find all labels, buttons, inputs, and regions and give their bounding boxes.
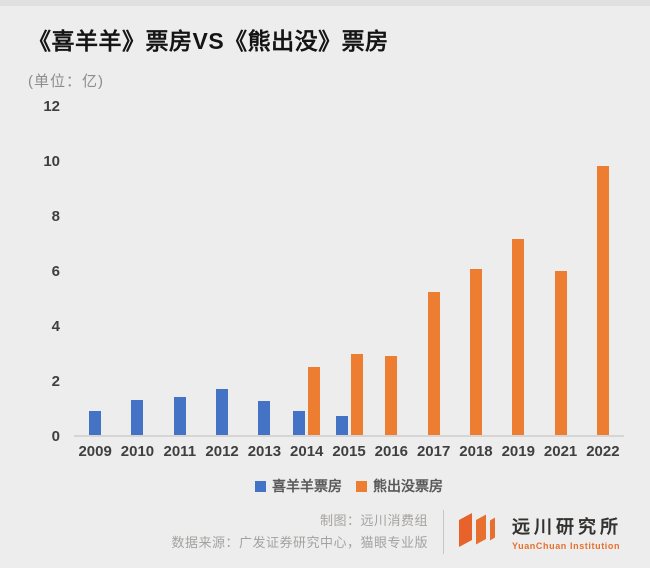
x-axis-labels: 2009 2010 2011 2012 2013 2014 2015 2016 2017 2018… bbox=[74, 443, 624, 460]
bar-group-2011 bbox=[159, 107, 201, 435]
infographic: 《喜羊羊》票房VS《熊出没》票房 (单位：亿) 0 2 4 6 8 10 12 2009 20… bbox=[0, 6, 650, 554]
bar-xiyangyang-2010 bbox=[131, 399, 144, 435]
bar-xiongchumo-2018 bbox=[469, 268, 482, 435]
unit-label: (单位：亿) bbox=[28, 73, 104, 90]
bar-xiongchumo-2016 bbox=[385, 355, 398, 435]
x-tick-2010: 2010 bbox=[120, 443, 155, 460]
bar-group-2012 bbox=[201, 107, 243, 435]
bar-group-2015 bbox=[328, 107, 370, 435]
x-tick-2015: 2015 bbox=[332, 443, 366, 460]
y-tick-2: 2 bbox=[51, 373, 60, 390]
bar-xiyangyang-2011 bbox=[173, 396, 186, 435]
y-axis: 0 2 4 6 8 10 12 bbox=[28, 98, 60, 445]
legend-item-xiyangyang: 喜羊羊票房 bbox=[255, 476, 342, 496]
bar-group-2018 bbox=[455, 107, 497, 435]
logo-en: YuanChuan Institution bbox=[512, 541, 621, 551]
x-tick-2009: 2009 bbox=[78, 443, 112, 460]
bar-xiyangyang-2012 bbox=[216, 389, 229, 435]
x-tick-2014: 2014 bbox=[290, 443, 324, 460]
plot-area bbox=[74, 107, 624, 437]
y-tick-6: 6 bbox=[51, 263, 60, 280]
bar-xiongchumo-2014 bbox=[308, 367, 321, 435]
x-tick-2018: 2018 bbox=[459, 443, 493, 460]
legend-swatch-xiyangyang bbox=[255, 480, 266, 492]
y-tick-8: 8 bbox=[51, 208, 60, 225]
bar-group-2017 bbox=[413, 107, 455, 435]
source-line: 数据来源：广发证券研究中心，猫眼专业版 bbox=[171, 535, 428, 550]
bar-xiyangyang-2013 bbox=[258, 400, 271, 435]
bar-group-2022 bbox=[582, 107, 624, 435]
bar-xiongchumo-2022 bbox=[596, 166, 609, 435]
bar-group-2021 bbox=[539, 107, 581, 435]
footer-credits: 制图：远川消费组 数据来源：广发证券研究中心，猫眼专业版 bbox=[171, 510, 428, 554]
y-tick-4: 4 bbox=[51, 318, 60, 335]
x-tick-2012: 2012 bbox=[205, 443, 239, 460]
bar-group-2013 bbox=[243, 107, 285, 435]
x-tick-2022: 2022 bbox=[586, 443, 620, 460]
credit-line: 制图：远川消费组 bbox=[319, 513, 428, 528]
footer-divider bbox=[443, 510, 444, 554]
chart-legend: 喜羊羊票房 熊出没票房 bbox=[74, 476, 624, 496]
bar-group-2016 bbox=[370, 107, 412, 435]
bar-xiongchumo-2021 bbox=[554, 271, 567, 435]
yuanchuan-logo: 远川研究所 YuanChuan Institution bbox=[459, 512, 622, 552]
bar-xiyangyang-2015 bbox=[335, 416, 348, 435]
bar-xiyangyang-2014 bbox=[293, 411, 306, 435]
y-tick-12: 12 bbox=[43, 98, 60, 115]
bar-group-2019 bbox=[497, 107, 539, 435]
bar-group-2009 bbox=[74, 107, 116, 435]
logo-text: 远川研究所 YuanChuan Institution bbox=[512, 513, 622, 551]
legend-item-xiongchumo: 熊出没票房 bbox=[356, 476, 443, 496]
logo-book-icon bbox=[459, 512, 503, 552]
x-tick-2016: 2016 bbox=[374, 443, 409, 460]
legend-label-xiongchumo: 熊出没票房 bbox=[373, 478, 443, 494]
top-edge-strip bbox=[0, 0, 650, 6]
bar-xiongchumo-2015 bbox=[350, 353, 363, 435]
bar-chart: 0 2 4 6 8 10 12 2009 2010 2011 2012 2013 2014 2015 20… bbox=[28, 98, 624, 496]
footer: 制图：远川消费组 数据来源：广发证券研究中心，猫眼专业版 远川研究所 YuanC… bbox=[28, 510, 624, 554]
x-tick-2011: 2011 bbox=[163, 443, 197, 460]
x-tick-2019: 2019 bbox=[501, 443, 535, 460]
legend-swatch-xiongchumo bbox=[356, 480, 367, 492]
bar-group-2010 bbox=[116, 107, 158, 435]
logo-cn: 远川研究所 bbox=[512, 517, 622, 537]
bar-xiongchumo-2019 bbox=[512, 238, 525, 435]
y-tick-0: 0 bbox=[51, 428, 60, 445]
bar-group-2014 bbox=[286, 107, 328, 435]
y-tick-10: 10 bbox=[43, 153, 60, 170]
bar-xiyangyang-2009 bbox=[89, 411, 102, 435]
x-tick-2013: 2013 bbox=[247, 443, 282, 460]
x-tick-2021: 2021 bbox=[543, 443, 578, 460]
page-title: 《喜羊羊》票房VS《熊出没》票房 bbox=[28, 28, 389, 54]
bar-xiongchumo-2017 bbox=[427, 291, 440, 435]
x-tick-2017: 2017 bbox=[416, 443, 451, 460]
legend-label-xiyangyang: 喜羊羊票房 bbox=[272, 478, 342, 494]
